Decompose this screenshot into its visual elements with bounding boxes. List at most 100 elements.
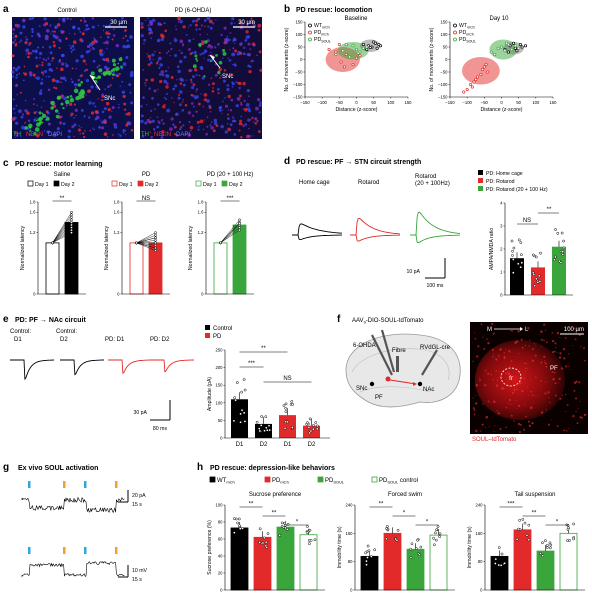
- cell-speck: [77, 27, 81, 31]
- cell-speck: [121, 16, 124, 20]
- cell-speck: [37, 34, 41, 37]
- bar: [536, 550, 555, 591]
- cell-speck: [206, 33, 209, 35]
- cell-speck: [30, 52, 33, 55]
- cell-speck: [12, 32, 15, 35]
- cell-speck: [203, 19, 207, 22]
- nac-marker: [417, 381, 423, 387]
- cell-speck: [85, 79, 90, 83]
- data-point: [497, 546, 501, 549]
- cell-speck: [243, 107, 248, 112]
- cell-speck: [161, 130, 165, 134]
- data-point: [527, 538, 531, 542]
- scale-label-x1: 15 s: [132, 502, 142, 508]
- soul-speck: [566, 404, 569, 406]
- cell-speck: [59, 121, 63, 125]
- cell-speck: [48, 67, 53, 72]
- cell-speck: [183, 55, 187, 59]
- cell-speck: [65, 104, 68, 107]
- soul-speck: [488, 426, 490, 428]
- cell-speck: [226, 123, 229, 125]
- th-speck: [36, 119, 38, 122]
- cell-speck: [108, 32, 111, 35]
- panel-g-heading: Ex vivo SOUL activation: [18, 465, 98, 472]
- cell-speck: [74, 86, 77, 89]
- cell-speck: [85, 24, 89, 27]
- cell-speck: [124, 29, 127, 32]
- data-point: [243, 420, 247, 423]
- cell-speck: [239, 21, 243, 25]
- panel-d-legend: PD: Home cage PD: Rotarod PD: Rotarod (20 …: [478, 170, 548, 193]
- soul-speck: [545, 365, 548, 368]
- y-tick-label: 150: [441, 20, 449, 25]
- data-point: [518, 42, 522, 47]
- cell-speck: [122, 129, 126, 133]
- cell-speck: [12, 36, 15, 39]
- data-point: [521, 518, 525, 521]
- cell-speck: [202, 105, 204, 108]
- y-tick-label: 40: [218, 554, 223, 559]
- soul-speck: [555, 351, 557, 353]
- cell-speck: [67, 135, 71, 139]
- cell-speck: [173, 38, 178, 43]
- data-point: [309, 429, 313, 433]
- cell-speck: [247, 110, 250, 112]
- stim-marker: [115, 547, 118, 554]
- cell-speck: [93, 38, 97, 42]
- cell-speck: [27, 51, 31, 55]
- cell-speck: [96, 81, 99, 84]
- cell-speck: [81, 32, 85, 36]
- legend-marker: [453, 23, 457, 28]
- cell-speck: [208, 54, 211, 57]
- x-tick-label: −150: [445, 100, 455, 105]
- micrograph-control: 30 µm SNc: [11, 16, 134, 139]
- soul-speck: [559, 336, 561, 338]
- cell-speck: [227, 57, 229, 59]
- cell-speck: [63, 96, 67, 101]
- cell-speck: [209, 124, 212, 127]
- data-point: [236, 381, 239, 384]
- cell-speck: [45, 29, 50, 33]
- data-point: [517, 527, 520, 531]
- cell-speck: [144, 121, 148, 125]
- cell-speck: [96, 66, 99, 69]
- y-tick-label: 4: [500, 201, 503, 206]
- cell-speck: [207, 25, 210, 28]
- soul-speck: [496, 410, 498, 412]
- nac-trace: [150, 359, 195, 373]
- data-point: [308, 528, 312, 532]
- bar: [406, 548, 425, 591]
- cell-speck: [208, 19, 213, 24]
- cell-speck: [217, 92, 220, 95]
- cell-speck: [20, 135, 22, 138]
- cell-speck: [247, 42, 251, 46]
- soul-speck: [558, 377, 561, 381]
- cell-speck: [130, 129, 134, 132]
- cell-speck: [151, 53, 155, 57]
- cell-speck: [58, 112, 60, 115]
- soul-speck: [572, 345, 574, 347]
- cell-speck: [194, 23, 198, 27]
- sig-label: **: [261, 346, 266, 352]
- soul-speck: [553, 371, 556, 374]
- cell-speck: [17, 65, 21, 69]
- cell-speck: [147, 17, 150, 20]
- soul-speck: [575, 380, 578, 383]
- cell-speck: [14, 136, 16, 138]
- data-point: [432, 536, 435, 540]
- y-axis-label: AMPA/NMDA ratio: [489, 228, 495, 270]
- trace-label: Control:: [10, 329, 31, 335]
- y-tick-label: 60: [218, 537, 223, 542]
- cell-speck: [210, 77, 213, 79]
- cell-speck: [205, 132, 208, 136]
- cell-speck: [149, 28, 153, 32]
- chart-title: Tail suspension: [514, 492, 555, 498]
- cell-speck: [141, 114, 144, 118]
- data-point: [385, 527, 388, 530]
- cell-speck: [122, 37, 125, 39]
- cell-speck: [35, 64, 39, 68]
- y-tick-label: 80: [478, 559, 483, 564]
- soul-speck: [577, 408, 579, 410]
- data-point: [242, 378, 246, 381]
- legend-name: WT: [314, 23, 323, 29]
